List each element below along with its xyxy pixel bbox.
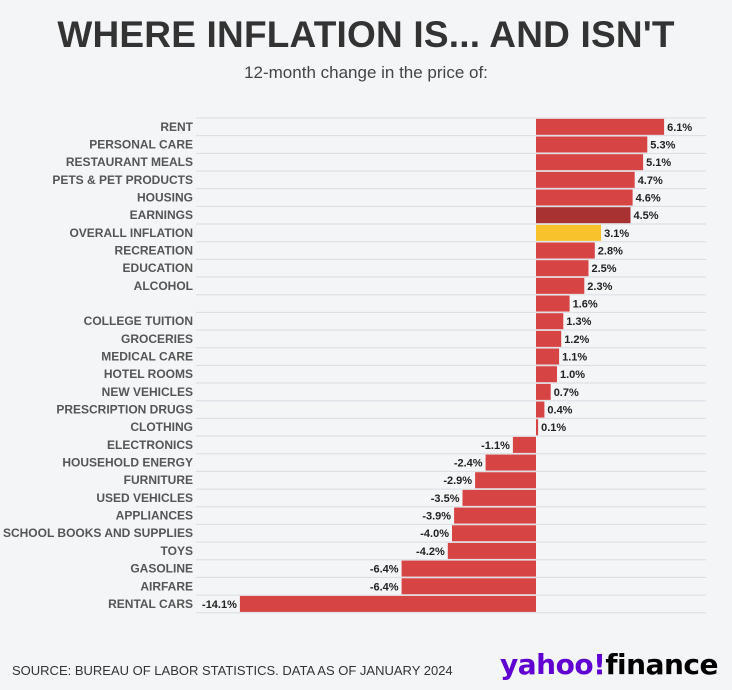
value-label: -14.1% — [202, 599, 237, 611]
bar-overall-inflation — [536, 224, 602, 241]
bar-clothing — [536, 419, 539, 436]
category-label: RECREATION — [115, 244, 193, 258]
value-label: 1.3% — [566, 316, 591, 328]
value-label: 5.3% — [650, 140, 675, 152]
value-label: -1.1% — [481, 440, 510, 452]
category-label: EARNINGS — [130, 208, 193, 222]
value-label: 2.5% — [592, 263, 617, 275]
logo-product: finance — [605, 648, 718, 681]
category-label: NEW VEHICLES — [102, 385, 193, 399]
category-label: CLOTHING — [130, 420, 193, 434]
bar-used-vehicles — [462, 489, 536, 506]
value-label: 4.7% — [638, 175, 663, 187]
bar-hotel-rooms — [536, 366, 557, 383]
category-label: OVERALL INFLATION — [69, 226, 193, 240]
value-label: -6.4% — [370, 564, 399, 576]
value-label: -2.4% — [454, 458, 483, 470]
value-label: 0.7% — [554, 387, 579, 399]
value-label: 5.1% — [646, 157, 671, 169]
bar-pets-pet-products — [536, 171, 635, 188]
category-label: ALCOHOL — [134, 279, 193, 293]
category-label: RENT — [160, 120, 193, 134]
category-label: PRESCRIPTION DRUGS — [56, 403, 193, 417]
bar-household-energy — [485, 454, 536, 471]
category-label: HOTEL ROOMS — [104, 367, 193, 381]
bar-housing — [536, 189, 633, 206]
bar-medical-care — [536, 348, 560, 365]
bar-unlabeled — [536, 295, 570, 312]
bar-electronics — [512, 436, 536, 453]
value-label: 4.5% — [634, 210, 659, 222]
bar-recreation — [536, 242, 595, 259]
yahoo-finance-logo: yahoo!finance — [500, 648, 718, 681]
bar-restaurant-meals — [536, 154, 644, 171]
bar-appliances — [454, 507, 536, 524]
value-label: 6.1% — [667, 122, 692, 134]
chart-title: WHERE INFLATION IS... AND ISN'T — [57, 14, 675, 55]
category-label: HOUSEHOLD ENERGY — [62, 456, 193, 470]
category-label: APPLIANCES — [116, 509, 193, 523]
logo-brand: yahoo! — [500, 648, 606, 681]
category-label: EDUCATION — [123, 261, 193, 275]
category-label: AIRFARE — [140, 579, 193, 593]
category-label: FURNITURE — [124, 473, 193, 487]
value-label: 0.1% — [541, 422, 566, 434]
value-label: 4.6% — [636, 193, 661, 205]
bar-new-vehicles — [536, 383, 551, 400]
category-label: SCHOOL BOOKS AND SUPPLIES — [3, 526, 193, 540]
chart-subtitle: 12-month change in the price of: — [244, 63, 488, 82]
value-label: 1.2% — [564, 334, 589, 346]
bar-prescription-drugs — [536, 401, 545, 418]
category-label: USED VEHICLES — [96, 491, 193, 505]
value-label: 3.1% — [604, 228, 629, 240]
bar-rent — [536, 118, 665, 135]
bar-earnings — [536, 207, 631, 224]
value-label: 2.3% — [587, 281, 612, 293]
category-label: COLLEGE TUITION — [84, 314, 193, 328]
category-label: TOYS — [161, 544, 193, 558]
bar-furniture — [475, 472, 536, 489]
value-label: 1.1% — [562, 352, 587, 364]
category-label: RESTAURANT MEALS — [66, 155, 193, 169]
bar-gasoline — [401, 560, 536, 577]
category-label: HOUSING — [137, 191, 193, 205]
value-label: -6.4% — [370, 581, 399, 593]
bar-rental-cars — [239, 595, 536, 612]
category-label: GASOLINE — [130, 562, 193, 576]
source-note: SOURCE: BUREAU OF LABOR STATISTICS. DATA… — [12, 663, 453, 678]
bar-alcohol — [536, 277, 585, 294]
bar-education — [536, 260, 589, 277]
category-label: GROCERIES — [121, 332, 193, 346]
bar-toys — [447, 542, 536, 559]
value-label: -4.0% — [420, 528, 449, 540]
value-label: 2.8% — [598, 246, 623, 258]
category-label: PERSONAL CARE — [89, 138, 193, 152]
value-label: -3.9% — [422, 511, 451, 523]
bar-groceries — [536, 330, 562, 347]
bar-college-tuition — [536, 313, 564, 330]
value-label: 0.4% — [547, 405, 572, 417]
value-label: 1.0% — [560, 369, 585, 381]
category-label: ELECTRONICS — [107, 438, 193, 452]
category-label: MEDICAL CARE — [101, 350, 193, 364]
value-label: -2.9% — [443, 475, 472, 487]
value-label: 1.6% — [573, 299, 598, 311]
bar-personal-care — [536, 136, 648, 153]
category-label: RENTAL CARS — [108, 597, 193, 611]
value-label: -4.2% — [416, 546, 445, 558]
category-label: PETS & PET PRODUCTS — [52, 173, 193, 187]
bar-airfare — [401, 578, 536, 595]
value-label: -3.5% — [431, 493, 460, 505]
bar-school-books-and-supplies — [452, 525, 536, 542]
